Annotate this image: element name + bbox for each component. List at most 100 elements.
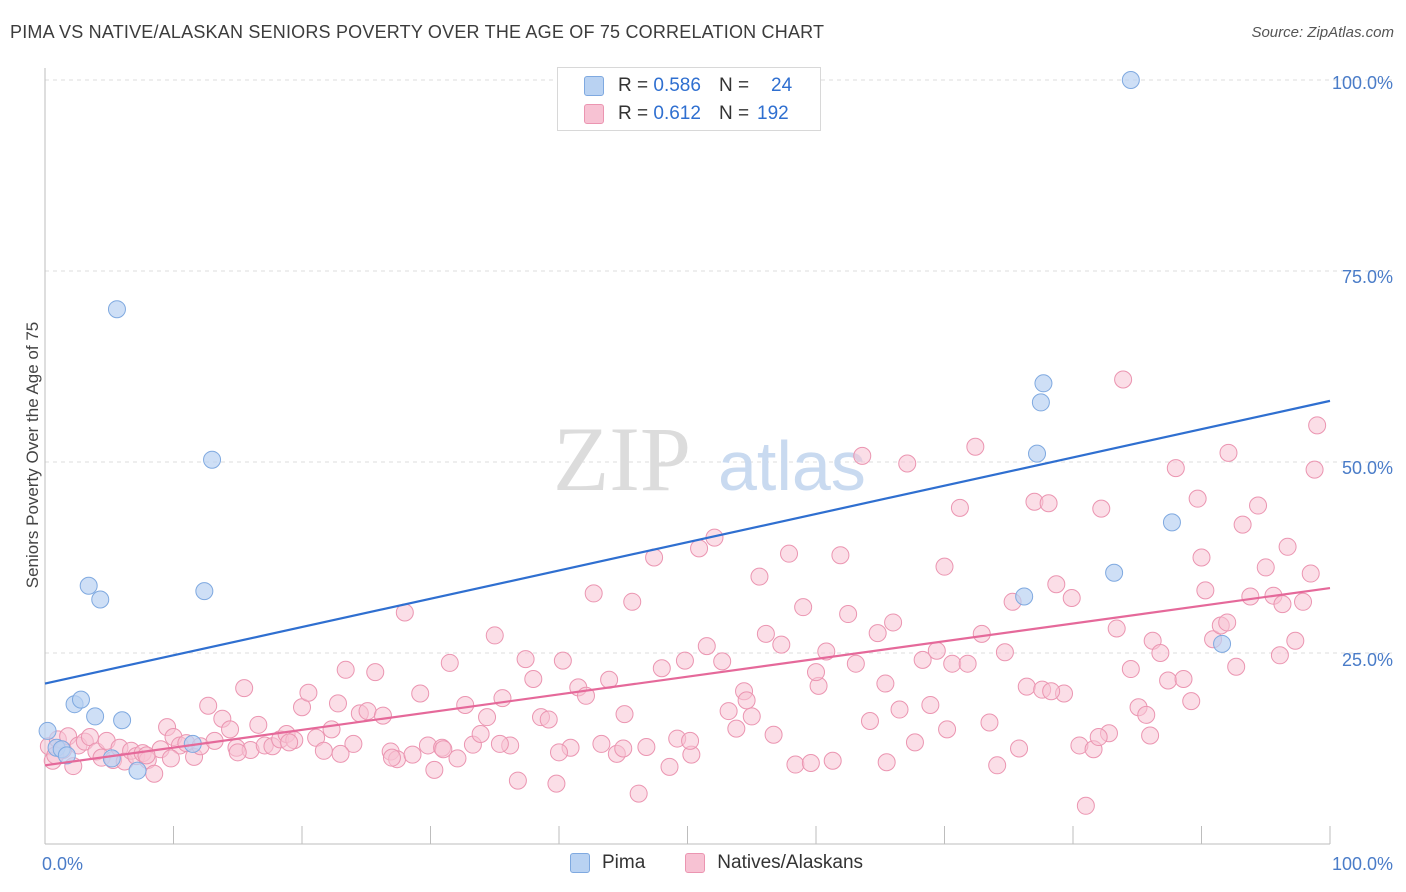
natives-point	[652, 659, 671, 678]
pima-point	[107, 300, 126, 319]
series-legend: Pima Natives/Alaskans	[570, 852, 863, 874]
natives-point	[1141, 726, 1160, 745]
natives-point	[1166, 459, 1185, 478]
natives-point	[921, 695, 940, 714]
n-value: 24	[771, 75, 793, 96]
natives-point	[958, 654, 977, 673]
pima-point	[1162, 513, 1181, 532]
natives-point	[972, 624, 991, 643]
natives-point	[1062, 588, 1081, 607]
pima-legend-label: Pima	[602, 852, 646, 873]
natives-point	[637, 737, 656, 756]
natives-point	[831, 546, 850, 565]
natives-point	[713, 652, 732, 671]
natives-point	[1137, 705, 1156, 724]
natives-trend-line	[44, 586, 1331, 767]
natives-point	[1241, 587, 1260, 606]
natives-point	[884, 613, 903, 632]
natives-point	[742, 707, 761, 726]
watermark-zip: ZIP	[553, 408, 691, 510]
natives-point	[1042, 682, 1061, 701]
natives-point	[927, 641, 946, 660]
natives-point	[905, 733, 924, 752]
r-label: R =	[618, 103, 649, 124]
natives-point	[1114, 370, 1133, 389]
natives-point	[1227, 657, 1246, 676]
natives-point	[1196, 581, 1215, 600]
natives-series	[39, 370, 1327, 815]
natives-point	[1294, 592, 1313, 611]
natives-point	[1270, 646, 1289, 665]
natives-point	[280, 733, 299, 752]
natives-point	[839, 605, 858, 624]
natives-swatch	[584, 104, 604, 124]
pima-trend-line	[44, 399, 1331, 685]
watermark-atlas: atlas	[718, 427, 866, 505]
natives-point	[823, 751, 842, 770]
n-label: N =	[718, 75, 750, 96]
y-tick-label: 75.0%	[1342, 267, 1393, 287]
natives-point	[1182, 692, 1201, 711]
natives-point	[161, 749, 180, 768]
natives-point	[727, 719, 746, 738]
natives-point	[524, 669, 543, 688]
natives-point	[145, 764, 164, 783]
natives-point	[980, 713, 999, 732]
natives-point	[1192, 548, 1211, 567]
natives-point	[221, 720, 240, 739]
natives-point	[772, 635, 791, 654]
legend-row-pima: R = 0.586 N = 24	[584, 73, 792, 99]
natives-point	[750, 567, 769, 586]
natives-point	[629, 784, 648, 803]
pima-point	[1213, 634, 1232, 653]
pima-point	[57, 746, 76, 765]
natives-point	[719, 702, 738, 721]
natives-point	[660, 757, 679, 776]
natives-point	[1218, 613, 1237, 632]
natives-point	[853, 446, 872, 465]
natives-point	[988, 756, 1007, 775]
natives-point	[1121, 660, 1140, 679]
natives-point	[592, 734, 611, 753]
natives-point	[860, 711, 879, 730]
natives-point	[490, 734, 509, 753]
n-value: 192	[757, 103, 789, 124]
natives-point	[584, 584, 603, 603]
natives-point	[1174, 669, 1193, 688]
natives-point	[690, 539, 709, 558]
pima-point	[203, 450, 222, 469]
natives-point	[434, 740, 453, 759]
natives-point	[1308, 416, 1327, 435]
r-value: 0.586	[653, 75, 701, 96]
natives-point	[1273, 595, 1292, 614]
natives-point	[764, 725, 783, 744]
axes	[44, 68, 1331, 845]
x-tick-label: 0.0%	[42, 854, 83, 874]
pima-point	[102, 749, 121, 768]
pima-point	[91, 590, 110, 609]
natives-point	[737, 691, 756, 710]
natives-point	[913, 650, 932, 669]
natives-point	[935, 557, 954, 576]
natives-point	[1256, 558, 1275, 577]
natives-point	[675, 651, 694, 670]
natives-point	[1017, 677, 1036, 696]
natives-point	[966, 437, 985, 456]
natives-point	[1188, 489, 1207, 508]
natives-point	[1151, 644, 1170, 662]
y-axis-label: Seniors Poverty Over the Age of 75	[23, 322, 42, 588]
watermark: ZIP atlas	[553, 408, 866, 510]
pima-point	[1121, 71, 1140, 89]
natives-point	[328, 694, 347, 713]
natives-point	[1089, 728, 1108, 747]
natives-point	[756, 624, 775, 643]
natives-point	[547, 774, 566, 793]
natives-point	[786, 755, 805, 774]
natives-point	[807, 663, 825, 682]
natives-point	[1219, 443, 1238, 462]
natives-point	[314, 741, 333, 760]
natives-point	[623, 592, 642, 611]
natives-point	[1039, 494, 1058, 513]
natives-point	[950, 498, 969, 517]
pima-point	[1031, 393, 1050, 412]
